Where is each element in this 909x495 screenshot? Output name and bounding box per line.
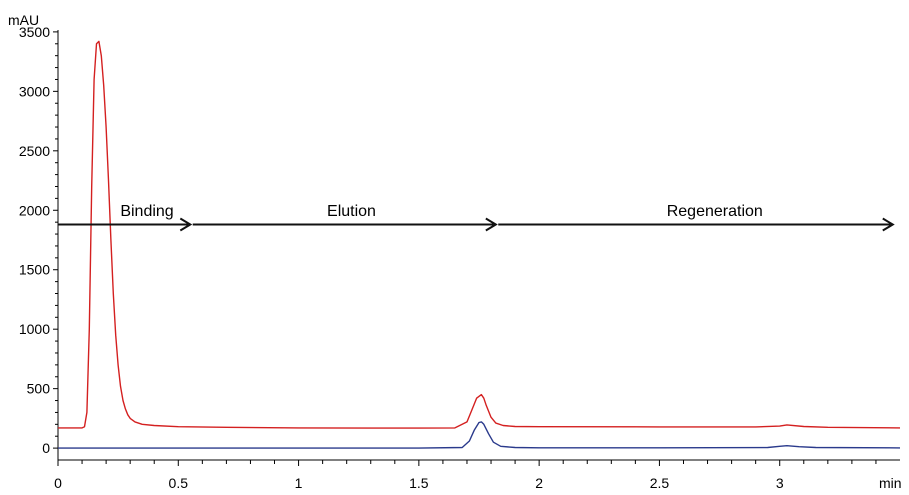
series-line-0 <box>58 40 901 429</box>
phase-label: Regeneration <box>667 203 763 220</box>
y-tick-label: 1000 <box>19 321 50 337</box>
y-ticks: 0 500 1000 1500 2000 2500 3000 3500 <box>19 24 58 456</box>
x-tick-label: 0.5 <box>169 475 189 491</box>
y-tick-label: 500 <box>27 381 51 397</box>
y-tick-label: 3000 <box>19 83 50 99</box>
phase-arrow-head <box>179 217 193 232</box>
x-tick-label: 3 <box>776 475 784 491</box>
y-axis-unit-label: mAU <box>8 12 39 28</box>
x-tick-label: 2 <box>535 475 543 491</box>
series-layer <box>58 40 901 449</box>
x-tick-label: 1.5 <box>409 475 429 491</box>
series-line-1 <box>58 421 901 449</box>
x-ticks: 0 0.5 1 1.5 2 2.5 3 <box>54 460 877 491</box>
phase-labels: Binding Elution Regeneration <box>120 203 762 220</box>
y-tick-label: 3500 <box>19 24 50 40</box>
x-tick-label: 0 <box>54 475 62 491</box>
phase-arrow-head <box>485 217 498 232</box>
phase-label: Elution <box>327 203 376 220</box>
axes <box>57 30 900 461</box>
y-tick-label: 2000 <box>19 202 50 218</box>
y-tick-label: 1500 <box>19 262 50 278</box>
phase-arrow-head <box>882 217 895 232</box>
phase-label: Binding <box>120 203 173 220</box>
y-tick-label: 2500 <box>19 143 50 159</box>
x-axis-unit-label: min <box>879 475 902 491</box>
y-tick-label: 0 <box>42 440 50 456</box>
phase-arrows <box>58 217 895 232</box>
x-tick-label: 2.5 <box>650 475 670 491</box>
x-tick-label: 1 <box>295 475 303 491</box>
